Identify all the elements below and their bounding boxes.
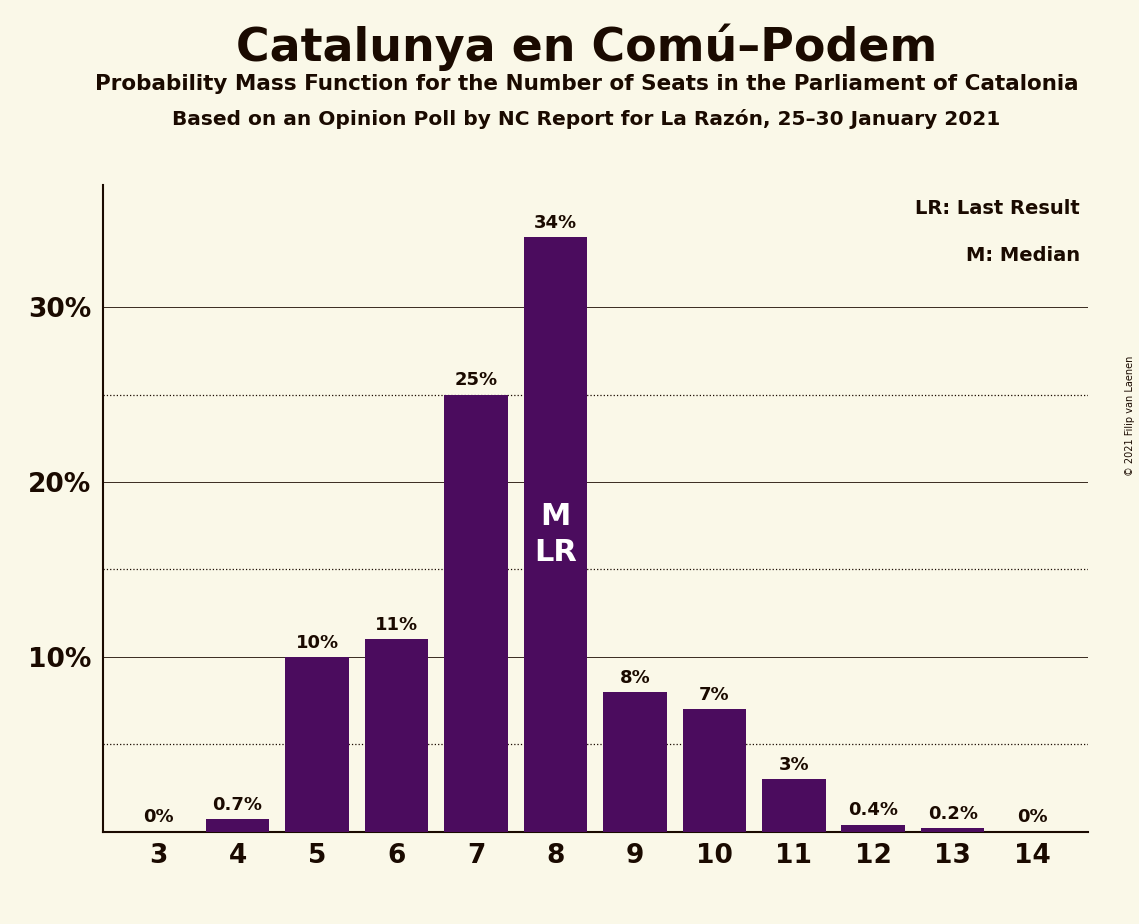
Bar	[524, 237, 588, 832]
Text: 0.4%: 0.4%	[849, 801, 899, 820]
Text: 11%: 11%	[375, 616, 418, 634]
Text: Probability Mass Function for the Number of Seats in the Parliament of Catalonia: Probability Mass Function for the Number…	[95, 74, 1079, 94]
Bar	[762, 779, 826, 832]
Bar	[285, 657, 349, 832]
Text: 0.2%: 0.2%	[927, 805, 977, 823]
Text: Catalunya en Comú–Podem: Catalunya en Comú–Podem	[236, 23, 937, 70]
Text: 10%: 10%	[295, 634, 338, 651]
Bar	[206, 820, 269, 832]
Text: © 2021 Filip van Laenen: © 2021 Filip van Laenen	[1125, 356, 1134, 476]
Bar	[842, 824, 906, 832]
Text: 7%: 7%	[699, 686, 730, 704]
Text: 8%: 8%	[620, 668, 650, 687]
Text: M: Median: M: Median	[966, 246, 1080, 265]
Text: 0%: 0%	[142, 808, 173, 826]
Text: 34%: 34%	[534, 214, 577, 232]
Text: 0.7%: 0.7%	[213, 796, 263, 814]
Bar	[603, 692, 666, 832]
Bar	[364, 639, 428, 832]
Text: 3%: 3%	[778, 756, 809, 774]
Text: 0%: 0%	[1017, 808, 1048, 826]
Bar	[921, 828, 984, 832]
Text: Based on an Opinion Poll by NC Report for La Razón, 25–30 January 2021: Based on an Opinion Poll by NC Report fo…	[172, 109, 1001, 129]
Text: LR: Last Result: LR: Last Result	[915, 199, 1080, 218]
Bar	[682, 710, 746, 832]
Text: 25%: 25%	[454, 371, 498, 389]
Text: M
LR: M LR	[534, 502, 576, 566]
Bar	[444, 395, 508, 832]
